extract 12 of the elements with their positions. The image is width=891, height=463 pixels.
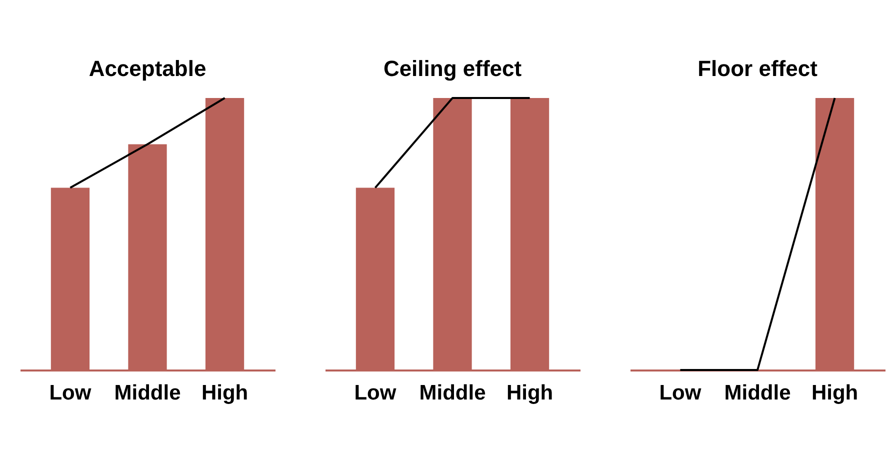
x-tick-label: High — [201, 382, 248, 404]
x-tick-label: High — [506, 382, 554, 404]
x-tick-label: Low — [49, 382, 92, 404]
x-tick-label: High — [811, 382, 858, 404]
x-tick-label: Low — [354, 382, 397, 404]
chart-title: Floor effect — [698, 56, 818, 81]
x-tick-label: Middle — [114, 382, 181, 404]
x-tick-label: Middle — [419, 382, 486, 404]
x-tick-label: Low — [659, 382, 702, 404]
x-tick-label: Middle — [724, 382, 791, 404]
chart-title: Ceiling effect — [383, 56, 522, 81]
chart-title: Acceptable — [88, 56, 206, 81]
